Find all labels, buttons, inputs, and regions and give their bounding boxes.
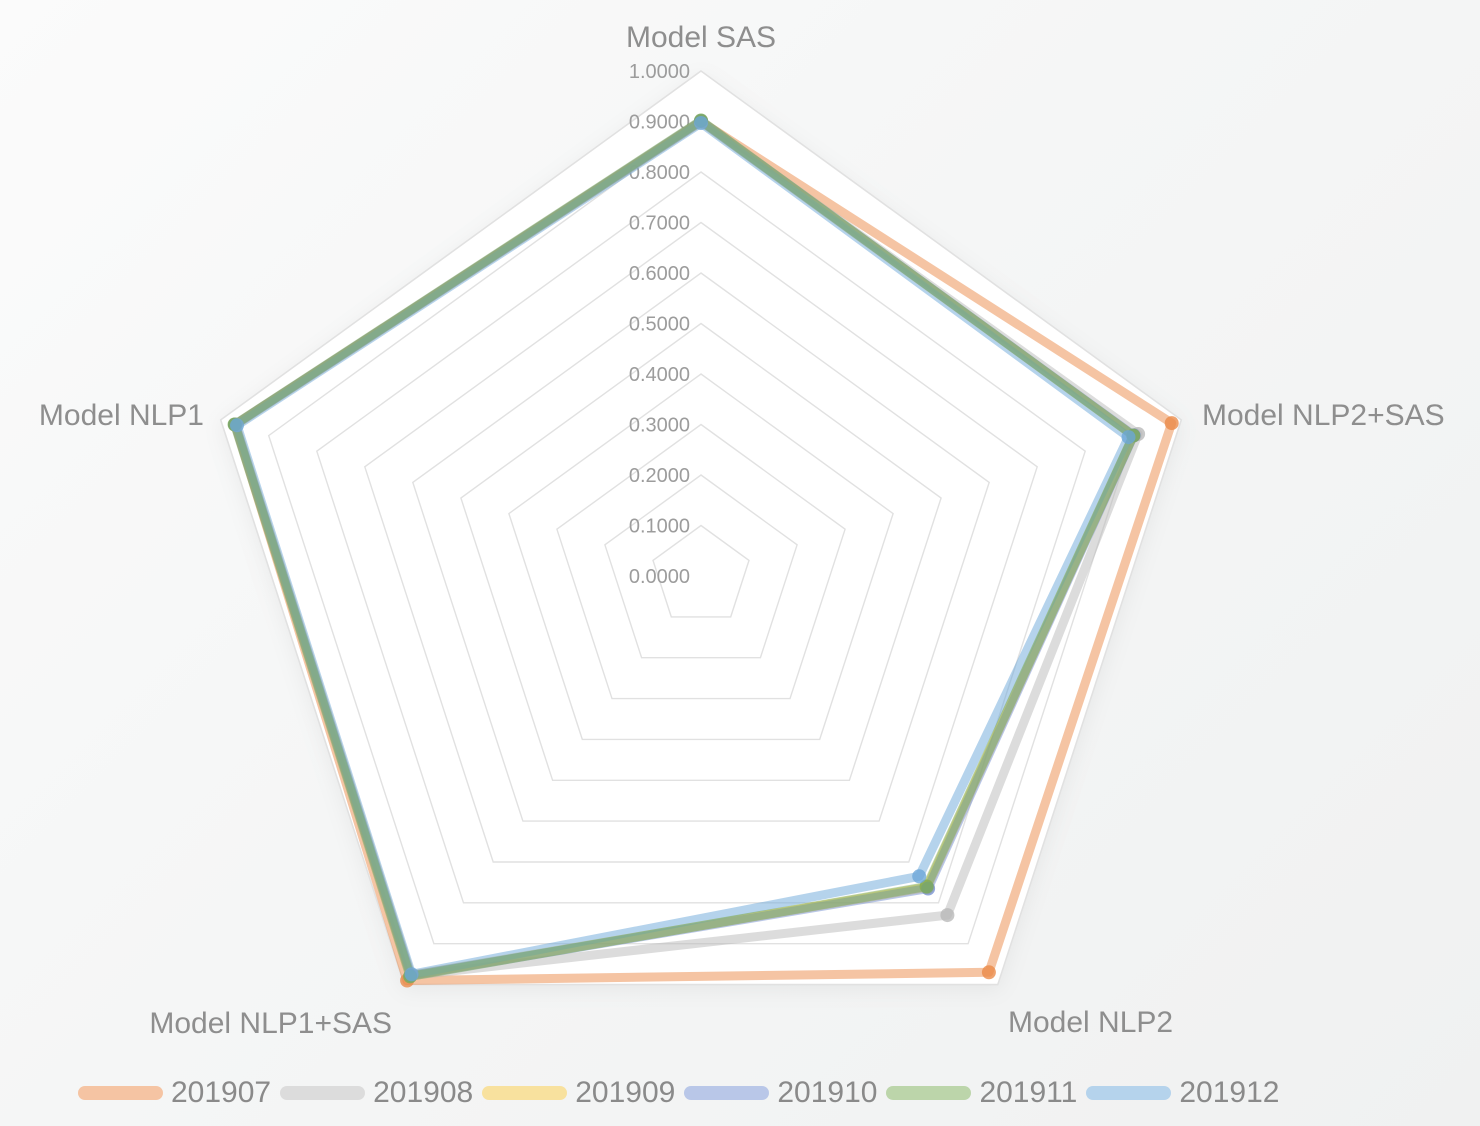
data-point-201912: [1121, 430, 1136, 445]
data-point-201912: [912, 869, 927, 884]
legend-item-201907[interactable]: 201907: [78, 1078, 271, 1108]
data-point-201912: [404, 967, 419, 982]
grid-ring: [411, 272, 991, 822]
data-point-201912: [694, 116, 708, 130]
legend-label[interactable]: 201912: [1179, 1076, 1280, 1109]
tick-label: 0.1000: [629, 516, 690, 538]
axis-name-label: Model NLP1: [39, 399, 204, 432]
series-line-201911: [230, 116, 1138, 981]
axis-name-label: Model SAS: [626, 21, 776, 54]
legend-label[interactable]: 201909: [575, 1076, 676, 1109]
tick-label: 1.0000: [629, 61, 690, 83]
tick-label: 0.5000: [629, 314, 690, 336]
legend-swatch[interactable]: [482, 1086, 568, 1100]
grid-ring: [508, 373, 894, 741]
axis-name-label: Model NLP2: [1008, 1006, 1173, 1039]
legend-item-201908[interactable]: 201908: [280, 1078, 473, 1108]
axis-name-label: Model NLP1+SAS: [149, 1007, 392, 1040]
tick-label: 0.4000: [629, 364, 690, 386]
legend-label[interactable]: 201911: [979, 1076, 1078, 1109]
grid-ring: [604, 474, 798, 659]
legend-item-201911[interactable]: 201911: [886, 1078, 1077, 1108]
data-point-201907: [981, 965, 996, 980]
legend-swatch[interactable]: [886, 1086, 972, 1100]
tick-label: 0.6000: [629, 263, 690, 285]
legend-label[interactable]: 201910: [777, 1076, 878, 1109]
grid-ring: [460, 322, 942, 781]
legend-swatch[interactable]: [1086, 1086, 1172, 1100]
grid-ring: [652, 524, 750, 618]
legend-swatch[interactable]: [78, 1086, 163, 1100]
axis-name-label: Model NLP2+SAS: [1202, 399, 1445, 432]
legend-label[interactable]: 201907: [171, 1076, 272, 1109]
tick-label: 0.3000: [629, 415, 690, 437]
tick-label: 0.0000: [629, 566, 690, 588]
legend-label[interactable]: 201908: [373, 1076, 474, 1109]
grid-ring: [556, 423, 846, 700]
data-point-201911: [919, 879, 934, 894]
tick-label: 0.2000: [629, 465, 690, 487]
legend-item-201910[interactable]: 201910: [684, 1078, 877, 1108]
legend-swatch[interactable]: [684, 1086, 770, 1100]
legend-item-201912[interactable]: 201912: [1086, 1078, 1279, 1108]
tick-label: 0.8000: [629, 162, 690, 184]
legend-swatch[interactable]: [280, 1086, 366, 1100]
legend-item-201909[interactable]: 201909: [482, 1078, 675, 1108]
tick-label: 0.9000: [629, 112, 690, 134]
grid-ring: [315, 171, 1087, 904]
chart-legend: 201907 201908 201909 201910 201911 201912: [78, 1072, 1279, 1114]
data-point-201912: [230, 418, 244, 433]
grid-ring: [363, 221, 1039, 863]
data-point-201907: [1164, 416, 1179, 431]
data-point-201908: [940, 908, 955, 923]
tick-label: 0.7000: [629, 213, 690, 235]
